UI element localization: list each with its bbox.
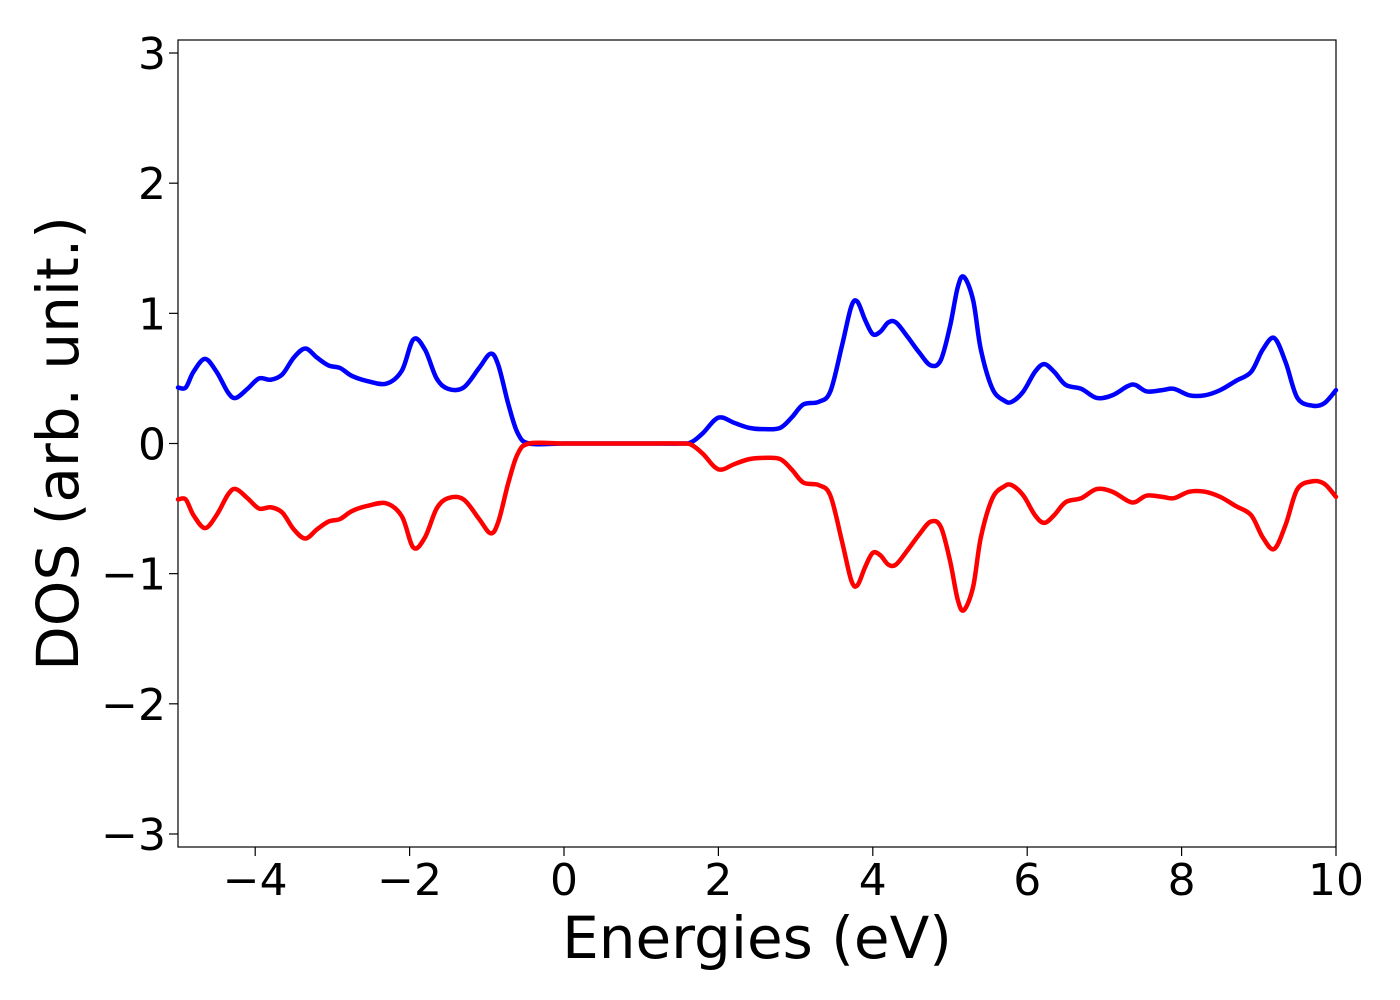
plot-area (175, 39, 1339, 848)
y-axis-ticks: −3 −2 −1 0 1 2 3 (101, 29, 178, 861)
x-tick-label: 8 (1168, 855, 1196, 906)
y-tick-label: −2 (101, 680, 166, 731)
y-tick-label: −1 (101, 550, 166, 601)
x-tick-label: 4 (859, 855, 887, 906)
x-tick-label: 0 (550, 855, 578, 906)
y-tick-label: 2 (138, 159, 166, 210)
y-tick-label: 3 (138, 29, 166, 80)
series-line-2 (175, 440, 1339, 613)
x-tick-label: 6 (1013, 855, 1041, 906)
y-tick-label: −3 (101, 810, 166, 861)
y-tick-label: 1 (138, 289, 166, 340)
x-axis-label: Energies (eV) (562, 904, 952, 972)
x-tick-label: 2 (704, 855, 732, 906)
x-axis-ticks: −4 −2 0 2 4 6 8 10 (223, 847, 1364, 906)
x-tick-label: −2 (377, 855, 442, 906)
y-tick-label: 0 (138, 420, 166, 471)
y-axis-label: DOS (arb. unit.) (24, 216, 92, 671)
series-layer (175, 274, 1339, 613)
x-tick-label: −4 (223, 855, 288, 906)
plot-frame (177, 39, 1337, 848)
x-tick-label: 10 (1308, 855, 1364, 906)
series-line-1 (175, 274, 1339, 447)
